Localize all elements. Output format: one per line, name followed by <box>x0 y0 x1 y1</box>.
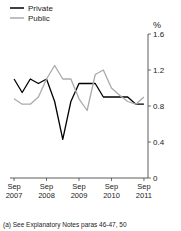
chart: 0 0.4 0.8 1.2 1.6% Sep2007 Sep2008 Sep2009 Sep20… <box>0 0 181 231</box>
footnote: (a) See Explanatory Notes paras 46-47, 5… <box>3 221 127 229</box>
x-tick-label-line: 2010 <box>103 191 120 200</box>
x-tick-label-line: 2011 <box>136 191 152 200</box>
y-tick-label: 0.8 <box>153 102 165 111</box>
x-tick <box>79 178 80 181</box>
y-tick-label: 0.4 <box>153 138 165 147</box>
y-tick-label: 1.6 <box>153 30 165 39</box>
x-tick <box>46 178 47 181</box>
x-tick <box>14 178 15 181</box>
y-tick <box>148 178 151 179</box>
x-tick-label: Sep2007 <box>6 182 23 200</box>
series-line <box>14 66 144 111</box>
x-tick <box>143 178 144 181</box>
legend-swatch <box>10 7 24 9</box>
y-tick-label: 0 <box>153 174 158 183</box>
x-tick-label-line: 2007 <box>6 191 23 200</box>
x-tick-label: Sep2010 <box>103 182 120 200</box>
y-tick <box>148 34 151 35</box>
x-tick-label-line: 2009 <box>71 191 88 200</box>
x-tick-label: Sep2011 <box>136 182 152 200</box>
y-tick <box>148 70 151 71</box>
legend: PrivatePublic <box>10 4 53 23</box>
x-tick-label: Sep2009 <box>71 182 88 200</box>
plot-area <box>14 66 144 140</box>
y-tick <box>148 106 151 107</box>
legend-swatch <box>10 17 24 19</box>
x-tick-label: Sep2008 <box>38 182 55 200</box>
x-tick <box>111 178 112 181</box>
series-line <box>14 79 144 139</box>
legend-label: Private <box>28 4 53 13</box>
legend-label: Public <box>28 14 50 23</box>
x-tick-label-line: 2008 <box>38 191 55 200</box>
y-axis-label: % <box>153 20 161 30</box>
y-tick-label: 1.2 <box>153 66 165 75</box>
y-tick <box>148 142 151 143</box>
